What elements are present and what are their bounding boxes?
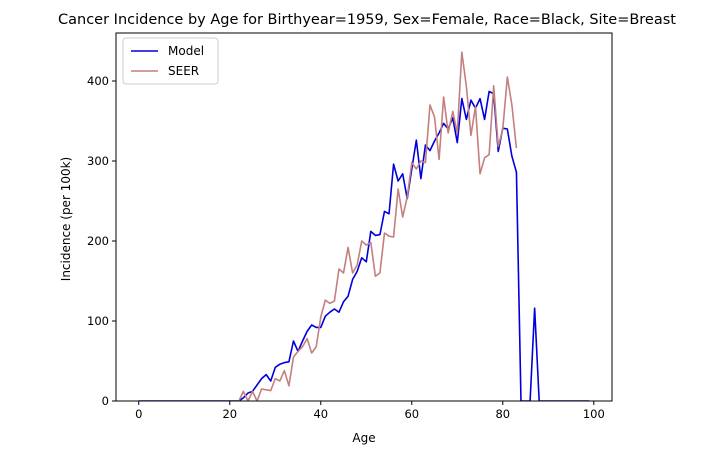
series-line-seer (229, 51, 518, 401)
x-axis-label: Age (352, 431, 375, 445)
legend-box (122, 37, 219, 85)
plot-frame (115, 32, 613, 402)
x-tick-label: 80 (495, 407, 510, 421)
legend-label-model: Model (168, 44, 204, 58)
x-tick-label: 100 (583, 407, 605, 421)
y-tick-label: 100 (87, 314, 109, 328)
legend-label-seer: SEER (168, 64, 199, 78)
x-axis: 0 20 40 60 80 100 (135, 401, 605, 421)
chart-title: Cancer Incidence by Age for Birthyear=19… (58, 12, 676, 28)
y-axis-label: Incidence (per 100k) (59, 157, 73, 281)
x-tick-label: 60 (404, 407, 419, 421)
x-tick-label: 40 (313, 407, 328, 421)
y-axis: 0 100 200 300 400 (87, 74, 116, 408)
legend: Model SEER (122, 37, 219, 85)
x-tick-label: 0 (135, 407, 142, 421)
y-tick-label: 400 (87, 74, 109, 88)
y-tick-label: 300 (87, 154, 109, 168)
x-tick-label: 20 (222, 407, 237, 421)
series-group (138, 51, 590, 401)
y-tick-label: 200 (87, 234, 109, 248)
y-tick-label: 0 (102, 394, 109, 408)
series-line-model (138, 90, 590, 401)
plot-area (115, 32, 613, 402)
